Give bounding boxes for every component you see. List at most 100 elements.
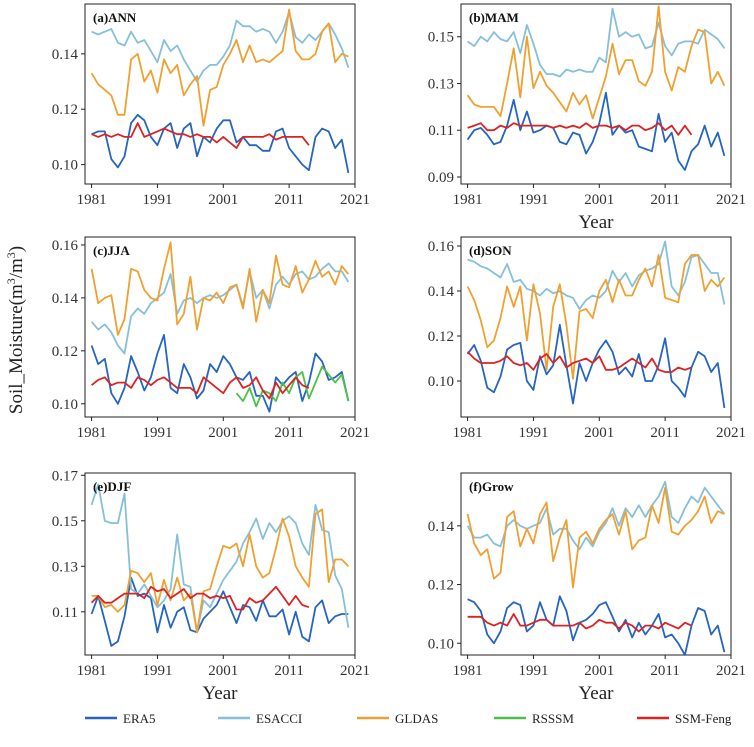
series-line-era5 <box>91 113 350 174</box>
panel-title: (e)DJF <box>93 479 131 494</box>
series-line-era5 <box>90 333 350 413</box>
panel-ann: 0.10 0.12 0.14 1981 1991 2001 2011 2021 (a)ANN <box>52 3 370 208</box>
x-tick-label: 2001 <box>208 192 238 208</box>
y-tick-label: 0.11 <box>52 605 78 621</box>
y-tick-label: 0.14 <box>428 519 455 535</box>
x-tick-label: 2011 <box>274 192 303 208</box>
plot-frame <box>84 236 356 418</box>
series-line-ssm-feng <box>91 376 310 400</box>
legend-label-ssm-feng: SSM-Feng <box>675 711 732 726</box>
series-line-era5 <box>466 323 726 409</box>
legend: ERA5 ESACCI GLDAS RSSSM SSM-Feng <box>85 711 732 726</box>
x-tick-label: 2001 <box>584 192 614 208</box>
y-tick-label: 0.13 <box>428 76 454 92</box>
x-axis-title: Year <box>202 683 238 704</box>
y-tick-label: 0.12 <box>428 578 454 594</box>
panel-djf: 0.11 0.13 0.15 0.17 1981 1991 2001 2011 2021 (e)D… <box>52 468 370 704</box>
x-tick-label: 2011 <box>650 663 679 679</box>
plot-frame <box>460 3 732 185</box>
series-line-gldas <box>90 8 349 127</box>
legend-label-gldas: GLDAS <box>395 711 438 726</box>
series-line-ssm-feng <box>466 351 692 373</box>
series-line-gldas <box>466 254 726 380</box>
y-tick-label: 0.16 <box>428 239 455 255</box>
y-tick-label: 0.17 <box>52 468 79 484</box>
y-tick-label: 0.14 <box>52 47 79 63</box>
plot-frame <box>460 236 732 418</box>
y-tick-label: 0.12 <box>52 344 78 360</box>
y-tick-label: 0.11 <box>428 123 454 139</box>
x-tick-label: 1991 <box>142 425 172 441</box>
y-axis-title-superscript: 3 <box>4 252 18 258</box>
panel-son: 0.10 0.12 0.14 0.16 1981 1991 2001 2011 2021 (d)S… <box>428 236 746 441</box>
x-tick-label: 2021 <box>340 425 370 441</box>
x-tick-label: 1981 <box>77 425 107 441</box>
x-tick-label: 2001 <box>208 663 238 679</box>
x-tick-label: 1991 <box>518 663 548 679</box>
x-tick-label: 1991 <box>142 663 172 679</box>
x-tick-label: 1991 <box>518 192 548 208</box>
series-line-era5 <box>467 595 726 656</box>
series-line-era5 <box>466 91 726 171</box>
series-line-gldas <box>90 241 350 336</box>
x-tick-label: 1981 <box>453 663 483 679</box>
x-tick-label: 2021 <box>716 192 746 208</box>
series-line-esacci <box>467 240 726 310</box>
panel-mam: 0.09 0.11 0.13 0.15 1981 1991 2001 2011 2021 (b)M… <box>428 3 746 233</box>
y-axis-title-superscript: 3 <box>4 278 18 284</box>
y-tick-label: 0.15 <box>428 30 454 46</box>
x-tick-label: 2021 <box>340 663 370 679</box>
x-tick-label: 1981 <box>453 425 483 441</box>
y-tick-label: 0.16 <box>52 238 79 254</box>
series-line-era5 <box>90 576 349 647</box>
panel-title: (b)MAM <box>469 10 519 25</box>
x-tick-label: 2021 <box>340 192 370 208</box>
plot-frame <box>460 472 732 656</box>
x-tick-label: 1991 <box>518 425 548 441</box>
series-line-rsssm <box>235 365 350 408</box>
y-axis-title-part: /m <box>6 258 27 278</box>
series-line-ssm-feng <box>91 122 310 149</box>
x-axis-title: Year <box>578 212 614 233</box>
x-tick-label: 2001 <box>584 663 614 679</box>
legend-label-esacci: ESACCI <box>256 711 302 726</box>
x-tick-label: 2011 <box>650 192 679 208</box>
x-tick-label: 2001 <box>584 425 614 441</box>
x-tick-label: 2011 <box>274 663 303 679</box>
series-line-gldas <box>466 5 726 120</box>
y-tick-label: 0.10 <box>52 158 78 174</box>
series-line-esacci <box>466 480 726 551</box>
x-tick-label: 1981 <box>77 192 107 208</box>
y-tick-label: 0.14 <box>52 291 79 307</box>
x-tick-label: 1991 <box>142 192 172 208</box>
x-axis-title: Year <box>578 683 614 704</box>
series-line-gldas <box>466 486 725 589</box>
x-tick-label: 1981 <box>77 663 107 679</box>
y-tick-label: 0.09 <box>428 170 454 186</box>
y-tick-label: 0.15 <box>52 514 78 530</box>
x-tick-label: 2021 <box>716 425 746 441</box>
y-tick-label: 0.12 <box>428 329 454 345</box>
series-line-ssm-feng <box>90 585 310 611</box>
y-tick-label: 0.10 <box>52 397 78 413</box>
x-tick-label: 2011 <box>650 425 679 441</box>
y-axis-title-part: Soil_Moisture(m <box>6 284 27 414</box>
panel-title: (c)JJA <box>93 243 130 258</box>
series-line-esacci <box>467 7 726 78</box>
y-tick-label: 0.10 <box>428 374 454 390</box>
y-axis-title: Soil_Moisture(m3/m3) <box>4 246 27 414</box>
panel-grow: 0.10 0.12 0.14 1981 1991 2001 2011 2021 (f)Grow Y… <box>428 472 746 704</box>
series-line-esacci <box>90 483 350 634</box>
y-tick-label: 0.12 <box>52 102 78 118</box>
series-line-ssm-feng <box>467 122 693 136</box>
legend-label-era5: ERA5 <box>123 711 156 726</box>
legend-label-rsssm: RSSSM <box>532 711 574 726</box>
y-tick-label: 0.10 <box>428 636 454 652</box>
panel-title: (a)ANN <box>93 10 137 25</box>
x-tick-label: 1981 <box>453 192 483 208</box>
panel-title: (d)SON <box>469 243 512 258</box>
series-line-gldas <box>91 508 350 634</box>
x-tick-label: 2001 <box>208 425 238 441</box>
x-tick-label: 2011 <box>274 425 303 441</box>
